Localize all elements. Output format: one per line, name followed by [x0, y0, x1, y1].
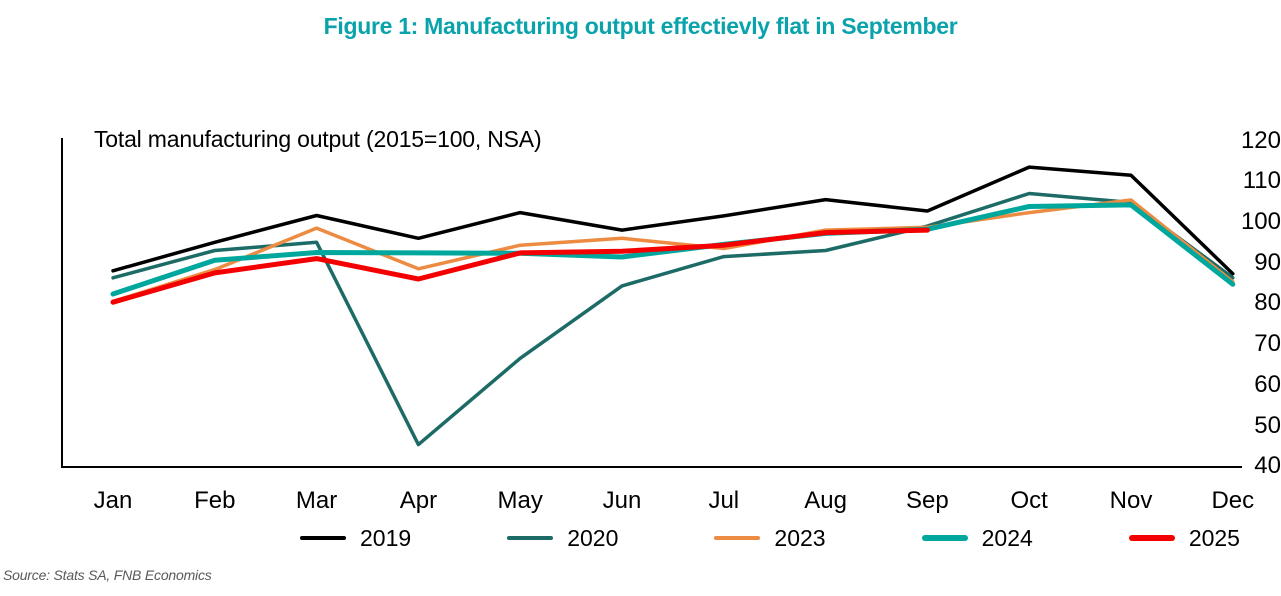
y-tick-label-60: 60: [1254, 370, 1281, 398]
legend-item-2024: 2024: [921, 524, 1033, 552]
x-tick-label-apr: Apr: [399, 487, 438, 514]
legend-label-2024: 2024: [981, 524, 1033, 551]
x-tick-label-jun: Jun: [602, 487, 642, 514]
x-tick-label-dec: Dec: [1211, 487, 1255, 514]
series-line-2023: [111, 198, 1235, 304]
series-line-2020: [111, 191, 1235, 447]
y-tick-label-90: 90: [1254, 248, 1281, 276]
y-tick-label-40: 40: [1254, 452, 1281, 480]
legend-swatch-2023: [714, 535, 761, 541]
x-tick-label-sep: Sep: [906, 487, 949, 514]
x-tick-label-feb: Feb: [194, 487, 236, 514]
legend-swatch-2025: [1128, 535, 1175, 541]
chart-legend: 2019 2020 2023 2024 2025: [300, 524, 1240, 552]
series-line-2019: [111, 165, 1235, 276]
chart-inner-label: Total manufacturing output (2015=100, NS…: [94, 126, 542, 152]
x-tick-label-oct: Oct: [1010, 487, 1048, 514]
legend-label-2023: 2023: [774, 524, 826, 551]
axis-lines: [61, 138, 1242, 468]
y-tick-label-80: 80: [1254, 289, 1281, 317]
x-tick-label-may: May: [497, 487, 543, 514]
y-tick-label-110: 110: [1242, 167, 1281, 195]
y-tick-label-100: 100: [1240, 208, 1281, 235]
x-tick-label-aug: Aug: [804, 487, 847, 514]
x-tick-label-mar: Mar: [295, 487, 338, 514]
x-tick-label-jan: Jan: [93, 487, 133, 514]
legend-label-2020: 2020: [567, 524, 619, 551]
legend-item-2020: 2020: [507, 525, 618, 552]
legend-item-2023: 2023: [714, 524, 826, 552]
legend-swatch-2019: [300, 535, 346, 541]
legend-item-2025: 2025: [1128, 524, 1240, 552]
x-tick-label-jul: Jul: [708, 487, 740, 514]
legend-label-2025: 2025: [1188, 524, 1240, 551]
legend-swatch-2024: [921, 535, 968, 541]
x-tick-label-nov: Nov: [1109, 487, 1153, 514]
chart-title: Figure 1: Manufacturing output effectiev…: [323, 13, 958, 39]
y-tick-label-50: 50: [1254, 411, 1281, 439]
y-tick-label-70: 70: [1254, 330, 1281, 358]
legend-label-2019: 2019: [360, 524, 412, 551]
source-note: Source: Stats SA, FNB Economics: [3, 567, 212, 583]
y-tick-label-120: 120: [1240, 126, 1281, 154]
series-line-2025: [110, 227, 930, 305]
legend-item-2019: 2019: [300, 525, 411, 552]
legend-swatch-2020: [507, 535, 554, 541]
